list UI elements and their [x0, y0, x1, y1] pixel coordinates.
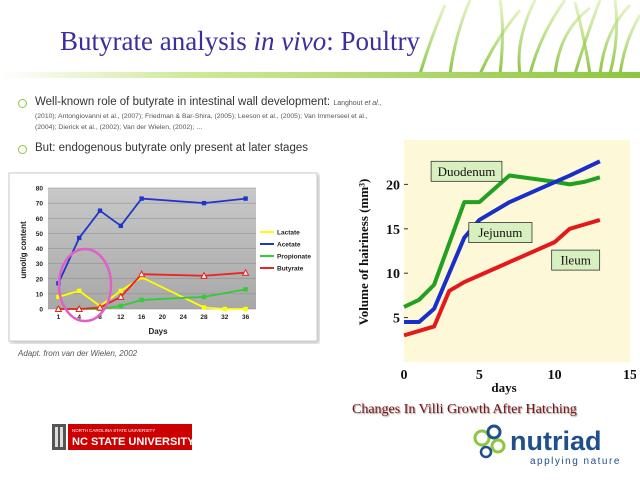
left-chart-ytick: 10: [36, 291, 44, 298]
bullet-1: Well-known role of butyrate in intestina…: [35, 96, 382, 108]
left-chart-point: [201, 294, 207, 300]
series-label-box: [551, 249, 601, 271]
source-note: Adapt. from van der Wielen, 2002: [18, 349, 138, 358]
legend-label-propionate: Propionate: [277, 254, 311, 261]
left-chart-point: [201, 305, 207, 310]
left-chart-point: [118, 303, 123, 309]
right-chart-xlabel: days: [491, 380, 516, 395]
series-label-jejunum: Jejunum: [478, 225, 522, 240]
right-chart-xtick: 0: [401, 368, 408, 383]
left-chart-point: [241, 268, 250, 276]
left-chart-xtick: 12: [117, 314, 125, 321]
left-chart-point: [243, 287, 248, 292]
brand-name: nutriad: [510, 426, 602, 456]
left-chart-xtick: 32: [221, 314, 229, 321]
left-chart-point: [77, 288, 82, 294]
right-chart-ytick: 10: [386, 267, 400, 282]
left-chart-xtick: 24: [180, 314, 188, 321]
left-chart-ytick: 0: [39, 307, 43, 314]
right-chart-ytick: 20: [386, 178, 400, 193]
left-chart-point: [243, 196, 248, 201]
right-chart-xtick: 15: [623, 368, 636, 383]
left-chart-point: [75, 304, 84, 312]
left-chart-point: [201, 200, 207, 206]
left-chart-point: [96, 303, 104, 311]
ncsu-logo: NORTH CAROLINA STATE UNIVERSITY NC STATE…: [52, 424, 192, 450]
left-chart-ytick: 20: [36, 276, 44, 283]
left-chart-xlabel: Days: [148, 327, 168, 336]
right-chart-series-duodenum: [403, 173, 601, 309]
legend-label-acetate: Acetate: [277, 242, 301, 249]
left-chart-point: [56, 294, 61, 300]
right-chart-ytick: 5: [393, 312, 400, 327]
right-chart-ylabel: Volume of hairiness (mm³): [356, 179, 371, 326]
left-chart-ytick: 70: [36, 201, 44, 208]
left-chart-xtick: 8: [98, 314, 102, 321]
left-chart-series-lactate: [58, 276, 246, 310]
bullet-icon: [18, 145, 27, 154]
left-chart-ytick: 30: [36, 261, 44, 268]
ncsu-text: NC STATE UNIVERSITY: [72, 436, 192, 448]
left-chart-point: [137, 270, 146, 278]
right-chart-series-jejunum: [404, 159, 601, 325]
left-chart-ytick: 40: [36, 246, 44, 253]
left-chart-point: [243, 306, 248, 312]
left-chart-point: [200, 271, 208, 279]
legend-label-lactate: Lactate: [277, 230, 300, 237]
ncsu-small-text: NORTH CAROLINA STATE UNIVERSITY: [72, 428, 155, 433]
right-chart-xtick: 10: [548, 368, 562, 383]
left-chart-xtick: 28: [200, 314, 208, 321]
nutriad-logo: nutriad applying nature: [473, 424, 621, 467]
right-chart-series-ileum: [403, 218, 601, 338]
right-chart-ytick: 15: [386, 223, 400, 238]
left-chart-xtick: 36: [242, 314, 250, 321]
left-chart-point: [54, 304, 63, 312]
left-chart-point: [118, 288, 123, 294]
header-divider: [0, 72, 640, 78]
fermentation-acids-chart: 0 10 20 30 40 50 60 70 80 1 4 8 12 16 20 24 28 32 36 umol…: [8, 172, 318, 342]
bullet-icon: [18, 99, 27, 108]
highlight-ellipse: [57, 247, 113, 323]
left-chart-point: [116, 292, 125, 300]
left-chart-xtick: 20: [159, 314, 167, 321]
bullet-2: But: endogenous butyrate only present at…: [35, 142, 308, 154]
grass-header-decoration: [360, 0, 640, 75]
left-chart-point: [118, 223, 123, 229]
left-chart-point: [77, 235, 82, 241]
series-label-box: [430, 160, 503, 182]
right-chart-xtick: 5: [476, 368, 483, 383]
chart-caption: Changes In Villi Growth After Hatching: [352, 402, 577, 417]
left-chart-point: [139, 275, 144, 280]
slide-title: Butyrate analysis in vivo: Poultry: [60, 26, 420, 56]
left-chart-ytick: 60: [36, 216, 44, 223]
series-label-duodenum: Duodenum: [438, 164, 496, 179]
left-chart-ylabel: umol/g content: [19, 221, 28, 279]
left-chart-point: [97, 208, 103, 213]
left-chart-point: [139, 297, 144, 303]
nutriad-leaf-icon: [473, 424, 506, 459]
series-label-ileum: Ileum: [560, 253, 590, 268]
references: (2010); Antongiovanni et al., (2007); Fr…: [35, 113, 368, 131]
series-label-box: [468, 222, 533, 243]
brand-tagline: applying nature: [530, 456, 621, 467]
left-chart-ytick: 80: [36, 186, 44, 193]
left-chart-xtick: 1: [57, 314, 61, 321]
left-chart-point: [222, 306, 227, 312]
left-chart-point: [139, 196, 144, 201]
left-chart-xtick: 16: [138, 314, 146, 321]
left-chart-xtick: 4: [77, 314, 81, 321]
left-chart-ytick: 50: [36, 231, 44, 238]
legend-label-butyrate: Butyrate: [277, 266, 304, 273]
